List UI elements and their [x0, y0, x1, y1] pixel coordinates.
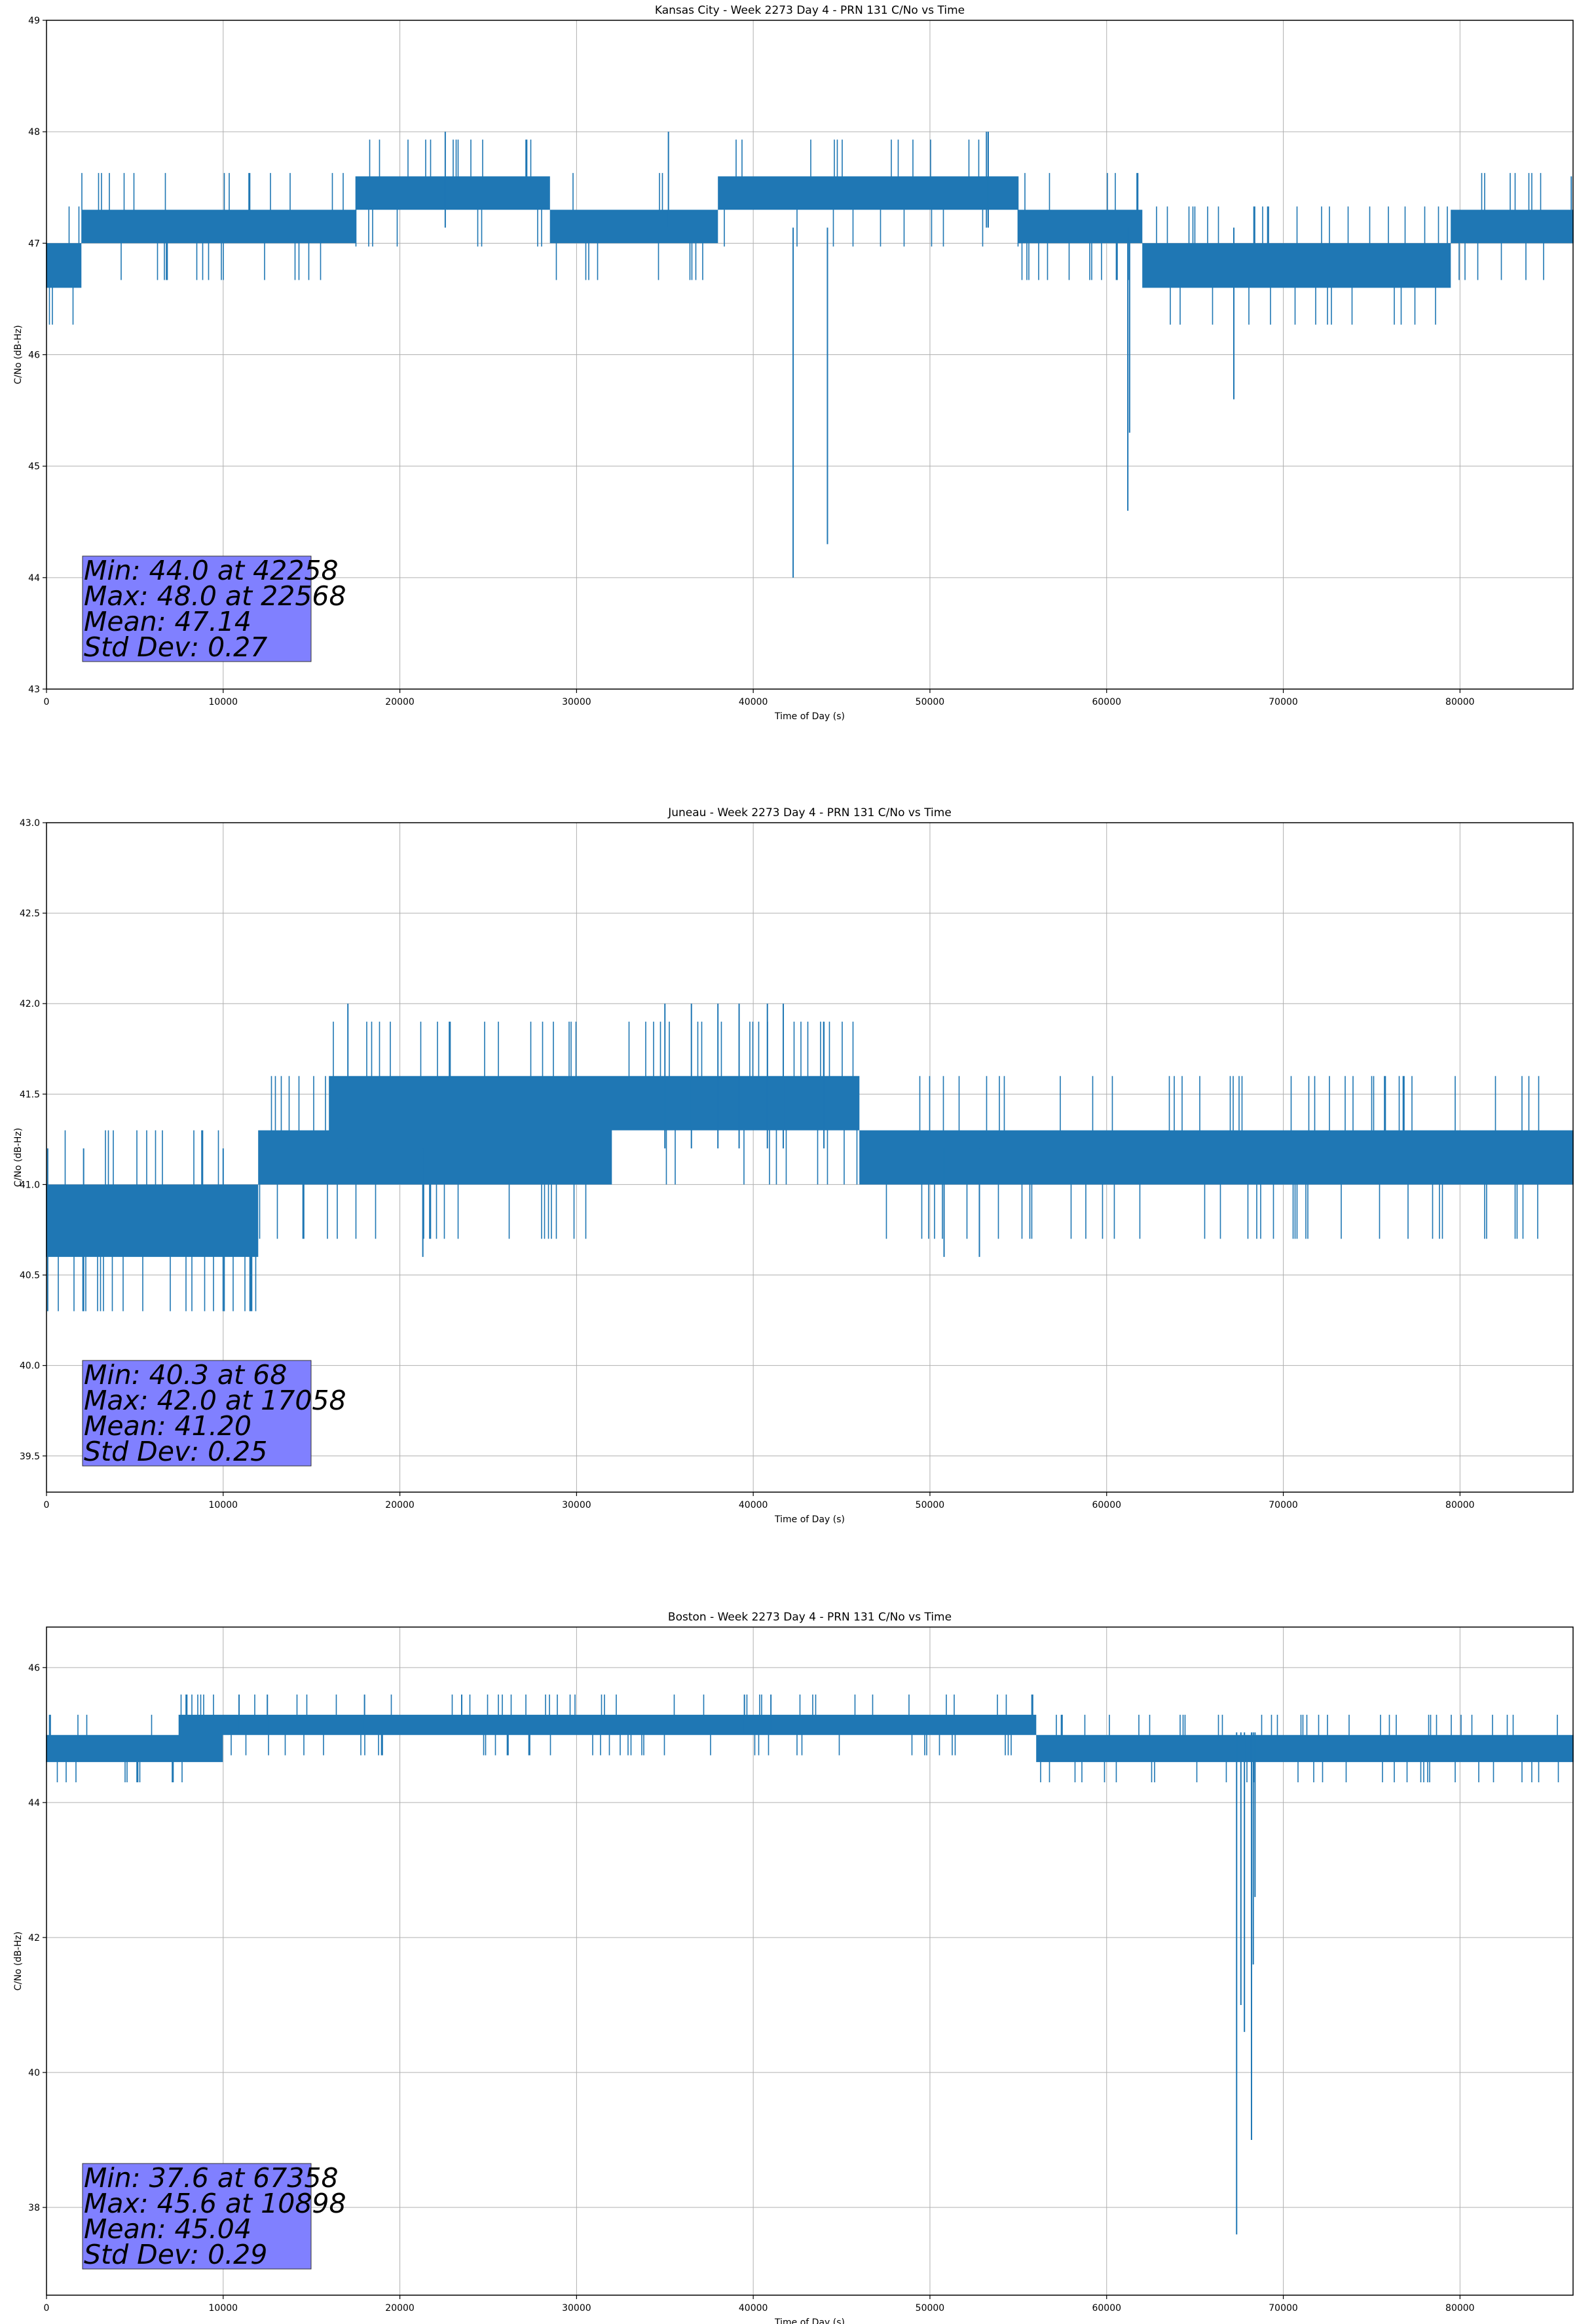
- stats-std-dev: Std Dev: 0.27: [84, 631, 267, 663]
- axes-frame: [46, 822, 1574, 1493]
- stats-mean: Mean: 41.20: [84, 1410, 251, 1442]
- y-tick-label: 49: [28, 16, 40, 26]
- x-tick-label: 0: [44, 2303, 50, 2314]
- x-tick-label: 80000: [1445, 2303, 1475, 2314]
- y-tick-label: 47: [28, 238, 40, 249]
- subplot-boston: 38 40 42 44 46 0 10000 20000 30000 40000 50000 600…: [13, 1611, 1574, 2324]
- x-tick-label: 40000: [739, 1500, 768, 1510]
- x-tick-label: 20000: [385, 697, 415, 707]
- y-tick-label: 45: [28, 462, 40, 472]
- x-tick-label: 60000: [1092, 1500, 1121, 1510]
- x-ticks: 0 10000 20000 30000 40000 50000 60000 70000 8000…: [44, 2295, 1475, 2314]
- stats-max: Max: 45.6 at 10898: [84, 2188, 346, 2219]
- x-tick-label: 70000: [1269, 2303, 1298, 2314]
- y-axis-label: C/No (dB-Hz): [13, 1128, 24, 1187]
- y-tick-label: 38: [28, 2203, 40, 2213]
- x-tick-label: 50000: [916, 1500, 945, 1510]
- x-tick-label: 40000: [739, 2303, 768, 2314]
- x-tick-label: 50000: [916, 697, 945, 707]
- y-tick-label: 46: [28, 1663, 40, 1674]
- stats-mean: Mean: 45.04: [84, 2213, 251, 2245]
- stats-min: Min: 37.6 at 67358: [84, 2162, 339, 2194]
- stats-min: Min: 44.0 at 42258: [84, 555, 339, 586]
- y-tick-label: 40.5: [20, 1271, 40, 1281]
- y-tick-label: 42.5: [20, 909, 40, 919]
- x-tick-label: 60000: [1092, 697, 1121, 707]
- y-tick-label: 41.0: [20, 1180, 40, 1190]
- axes-frame: [46, 1626, 1574, 2296]
- y-tick-label: 41.5: [20, 1089, 40, 1100]
- subplot-juneau: 39.5 40.0 40.5 41.0 41.5 42.0 42.5 43.0 0 10000 2…: [13, 806, 1574, 1525]
- y-tick-label: 40: [28, 2068, 40, 2078]
- stats-background: [82, 2163, 312, 2270]
- x-tick-label: 0: [44, 697, 50, 707]
- y-tick-label: 39.5: [20, 1452, 40, 1462]
- x-tick-label: 40000: [739, 697, 768, 707]
- stats-std-dev: Std Dev: 0.29: [84, 2239, 267, 2270]
- x-axis-label: Time of Day (s): [774, 711, 845, 722]
- stats-max: Max: 42.0 at 17058: [84, 1385, 346, 1416]
- x-tick-label: 80000: [1445, 1500, 1475, 1510]
- stats-box: Min: 44.0 at 42258 Max: 48.0 at 22568 Me…: [82, 555, 346, 663]
- subplot-kansas-city: 43 44 45 46 47 48 49 0 10000 20000 30000 40000 5000…: [13, 4, 1574, 722]
- x-tick-label: 10000: [209, 2303, 238, 2314]
- y-tick-label: 44: [28, 1798, 40, 1809]
- y-ticks: 38 40 42 44 46: [28, 1663, 46, 2213]
- x-tick-label: 20000: [385, 1500, 415, 1510]
- x-tick-label: 10000: [209, 1500, 238, 1510]
- x-tick-label: 80000: [1445, 697, 1475, 707]
- y-ticks: 39.5 40.0 40.5 41.0 41.5 42.0 42.5 43.0: [20, 818, 46, 1462]
- stats-background: [82, 555, 312, 662]
- y-tick-label: 43.0: [20, 818, 40, 829]
- x-axis-label: Time of Day (s): [774, 2317, 845, 2324]
- cno-series: [46, 1003, 1574, 1311]
- x-ticks: 0 10000 20000 30000 40000 50000 60000 70000 8000…: [44, 689, 1475, 707]
- y-ticks: 43 44 45 46 47 48 49: [28, 16, 46, 695]
- x-tick-label: 10000: [209, 697, 238, 707]
- y-tick-label: 44: [28, 573, 40, 584]
- x-ticks: 0 10000 20000 30000 40000 50000 60000 70000 8000…: [44, 1492, 1475, 1510]
- cno-series: [46, 132, 1574, 578]
- x-tick-label: 70000: [1269, 697, 1298, 707]
- stats-box: Min: 37.6 at 67358 Max: 45.6 at 10898 Me…: [82, 2162, 346, 2270]
- y-axis-label: C/No (dB-Hz): [13, 325, 24, 384]
- stats-box: Min: 40.3 at 68 Max: 42.0 at 17058 Mean:…: [82, 1359, 346, 1467]
- chart-title: Boston - Week 2273 Day 4 - PRN 131 C/No …: [668, 1611, 952, 1624]
- cno-series: [46, 1695, 1574, 2235]
- y-tick-label: 42.0: [20, 999, 40, 1009]
- y-tick-label: 48: [28, 127, 40, 138]
- y-tick-label: 43: [28, 684, 40, 695]
- y-tick-label: 42: [28, 1933, 40, 1943]
- stats-mean: Mean: 47.14: [84, 606, 251, 637]
- x-tick-label: 30000: [562, 1500, 591, 1510]
- chart-title: Kansas City - Week 2273 Day 4 - PRN 131 …: [655, 4, 965, 17]
- x-tick-label: 0: [44, 1500, 50, 1510]
- x-tick-label: 60000: [1092, 2303, 1121, 2314]
- y-axis-label: C/No (dB-Hz): [13, 1932, 24, 1991]
- stats-min: Min: 40.3 at 68: [84, 1359, 287, 1391]
- chart-title: Juneau - Week 2273 Day 4 - PRN 131 C/No …: [667, 806, 952, 819]
- y-tick-label: 40.0: [20, 1361, 40, 1372]
- stats-std-dev: Std Dev: 0.25: [84, 1436, 267, 1467]
- stats-max: Max: 48.0 at 22568: [84, 580, 346, 612]
- y-tick-label: 46: [28, 350, 40, 361]
- x-tick-label: 20000: [385, 2303, 415, 2314]
- x-axis-label: Time of Day (s): [774, 1514, 845, 1525]
- x-tick-label: 70000: [1269, 1500, 1298, 1510]
- x-tick-label: 50000: [916, 2303, 945, 2314]
- x-tick-label: 30000: [562, 2303, 591, 2314]
- x-tick-label: 30000: [562, 697, 591, 707]
- stats-background: [82, 1360, 312, 1467]
